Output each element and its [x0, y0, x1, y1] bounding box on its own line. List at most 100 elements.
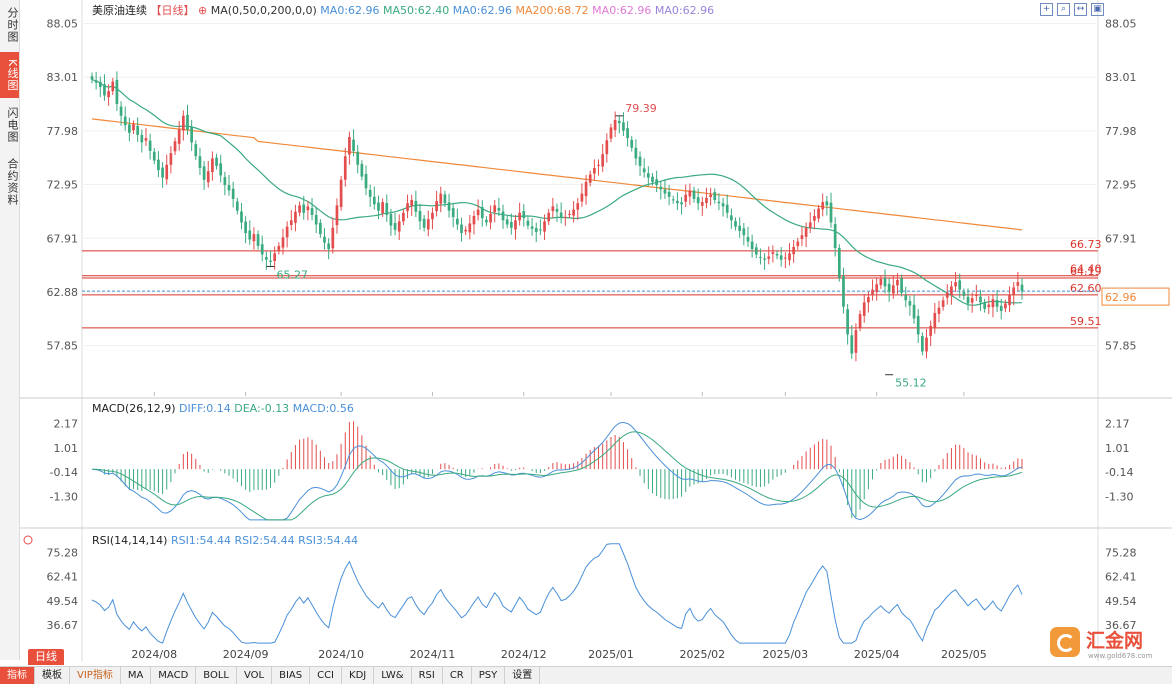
candle-body — [132, 124, 135, 131]
tool-13[interactable]: PSY — [472, 667, 506, 684]
candle-body — [966, 296, 970, 304]
hline-label: 62.60 — [1070, 282, 1102, 295]
candle-body — [572, 209, 575, 216]
candle-body — [634, 147, 638, 159]
price-tick-right: 77.98 — [1105, 125, 1137, 138]
ma-item: MA0:62.96 — [655, 4, 714, 17]
candle-body — [526, 220, 530, 226]
candle-body — [240, 211, 243, 223]
candle-body — [476, 209, 480, 216]
candle-body — [136, 125, 140, 135]
hline-label: 64.40 — [1070, 263, 1102, 276]
macd-tick-left: -0.14 — [50, 466, 78, 479]
candle-body — [107, 91, 110, 98]
candle-body — [281, 237, 285, 248]
candle-body — [493, 205, 497, 213]
candle-body — [667, 191, 671, 197]
tool-9[interactable]: KDJ — [342, 667, 375, 684]
candle-body — [148, 140, 152, 151]
candle-body — [152, 151, 156, 161]
tool-11[interactable]: RSI — [412, 667, 443, 684]
candle-body — [862, 302, 866, 316]
candle-body — [277, 245, 281, 251]
candle-body — [925, 337, 928, 352]
candle-body — [783, 257, 787, 259]
rsi-tick-left: 62.41 — [47, 571, 79, 584]
candle-body — [289, 220, 293, 225]
candle-body — [763, 258, 766, 260]
candle-body — [837, 248, 841, 278]
candle-body — [559, 212, 563, 219]
candle-body — [285, 226, 289, 238]
candle-body — [576, 203, 580, 210]
candle-body — [929, 325, 933, 336]
ma-item: MA(0,50,0,200,0,0) — [211, 4, 321, 17]
candle-body — [377, 202, 380, 211]
candle-body — [779, 255, 783, 260]
expand-icon[interactable]: ↔ — [1074, 3, 1087, 16]
rsi2-value: RSI2:54.44 — [235, 534, 299, 547]
price-chart[interactable]: 88.05 88.05 83.01 83.01 77.98 77.98 72.95 72.95… — [20, 0, 1172, 662]
price-tick-left: 72.95 — [47, 179, 79, 192]
candle-body — [231, 188, 235, 199]
tool-6[interactable]: VOL — [237, 667, 273, 684]
candle-body — [887, 283, 891, 292]
candle-body — [485, 219, 488, 223]
tool-1[interactable]: 模板 — [35, 667, 70, 684]
tab-timeshare[interactable]: 分时图 — [6, 7, 19, 43]
settings-icon[interactable]: ▣ — [1091, 3, 1104, 16]
tool-12[interactable]: CR — [443, 667, 472, 684]
candle-body — [705, 197, 708, 203]
candle-body — [372, 196, 376, 205]
tab-flash[interactable]: 闪电图 — [6, 107, 19, 143]
hline-label: 64.19 — [1070, 265, 1102, 278]
period-tab[interactable]: 日线 — [28, 649, 64, 665]
price-tick-left: 88.05 — [47, 17, 79, 30]
candle-body — [157, 159, 160, 171]
candle-body — [364, 173, 368, 189]
candle-body — [721, 203, 725, 207]
candle-body — [256, 234, 260, 246]
candle-body — [921, 336, 924, 352]
candle-body — [991, 299, 995, 308]
candle-body — [742, 228, 746, 236]
tool-0[interactable]: 指标 — [0, 667, 35, 684]
candle-body — [435, 201, 438, 212]
candle-body — [754, 247, 758, 255]
rsi-header: RSI(14,14,14) RSI1:54.44 RSI2:54.44 RSI3… — [92, 534, 358, 547]
candle-body — [709, 194, 712, 198]
zoom-icon[interactable]: ⌕ — [1057, 3, 1070, 16]
candle-body — [447, 202, 451, 211]
candle-body — [792, 246, 796, 255]
candle-body — [846, 309, 849, 335]
tool-8[interactable]: CCI — [310, 667, 343, 684]
candle-body — [883, 278, 887, 287]
tool-2[interactable]: VIP指标 — [70, 667, 121, 684]
tool-7[interactable]: BIAS — [272, 667, 311, 684]
tool-3[interactable]: MA — [121, 667, 152, 684]
candle-body — [530, 226, 534, 229]
macd-tick-right: -0.14 — [1105, 466, 1133, 479]
crosshair-icon[interactable]: + — [1040, 3, 1053, 16]
candle-body — [418, 210, 422, 222]
rsi-tick-left: 75.28 — [47, 547, 79, 560]
candle-body — [613, 120, 617, 131]
ma50-line — [91, 78, 1023, 306]
candle-body — [123, 116, 127, 126]
candle-body — [198, 156, 202, 168]
macd-tick-right: 1.01 — [1105, 442, 1130, 455]
candle-body — [181, 115, 185, 131]
tab-contract-info[interactable]: 合约资料 — [6, 158, 19, 206]
candle-body — [659, 186, 663, 190]
tool-4[interactable]: MACD — [151, 667, 197, 684]
candle-body — [144, 138, 148, 141]
tab-kline[interactable]: K线图 — [0, 52, 19, 98]
ma-item: MA0:62.96 — [453, 4, 516, 17]
candle-body — [796, 241, 800, 247]
tool-10[interactable]: LW& — [374, 667, 412, 684]
tool-14[interactable]: 设置 — [505, 667, 541, 684]
tool-5[interactable]: BOLL — [196, 667, 237, 684]
candle-body — [186, 114, 189, 130]
candle-body — [700, 202, 704, 206]
candle-body — [352, 139, 355, 151]
